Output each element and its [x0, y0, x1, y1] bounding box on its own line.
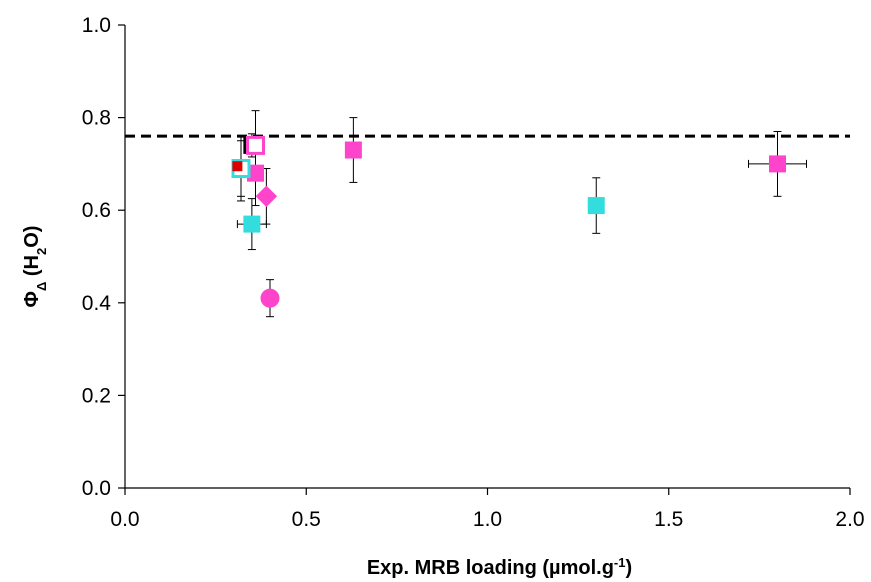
y-tick-label: 0.8: [82, 107, 111, 130]
data-point-small-square: [232, 161, 243, 172]
y-tick-label: 0.4: [82, 292, 112, 315]
x-axis-title: Exp. MRB loading (µmol.g-1): [367, 555, 632, 580]
y-axis-title: ΦΔ (H2O): [21, 226, 49, 308]
y-axis-title-sub: Δ: [34, 282, 49, 291]
error-bars: [236, 110, 807, 318]
x-tick-label: 1.0: [473, 508, 502, 531]
y-tick-label: 1.0: [82, 14, 111, 37]
x-tick-label: 2.0: [835, 508, 864, 531]
y-axis-title-symbol: Φ: [21, 291, 43, 307]
y-tick-label: 0.6: [82, 199, 111, 222]
x-axis-title-end: ): [625, 557, 632, 579]
x-tick-label: 0.0: [110, 508, 139, 531]
data-markers: [231, 135, 786, 308]
x-tick-label: 1.5: [654, 508, 683, 531]
data-point-square: [344, 141, 362, 159]
axes: 0.0 0.2 0.4 0.6 0.8 1.0 0.0 0.5 1.0 1.5 2.0: [82, 14, 865, 531]
y-tick-label: 0.2: [82, 384, 111, 407]
y-axis-title-end: O): [21, 226, 43, 248]
data-point-circle: [260, 288, 280, 308]
x-ticks: 0.0 0.5 1.0 1.5 2.0: [110, 488, 865, 531]
data-point-square: [246, 135, 265, 155]
x-axis-title-main: Exp. MRB loading (µmol.g: [367, 557, 614, 579]
data-point-square: [769, 155, 786, 173]
x-axis-title-sup: -1: [614, 555, 626, 570]
y-axis-title-sub2: 2: [34, 248, 49, 255]
y-ticks: 0.0 0.2 0.4 0.6 0.8 1.0: [82, 14, 125, 500]
x-tick-label: 0.5: [292, 508, 321, 531]
data-point-diamond: [255, 185, 278, 208]
data-point-square: [243, 215, 261, 233]
data-point-square: [587, 197, 605, 215]
y-axis-title-main: (H: [21, 255, 43, 282]
y-tick-label: 0.0: [82, 477, 111, 500]
